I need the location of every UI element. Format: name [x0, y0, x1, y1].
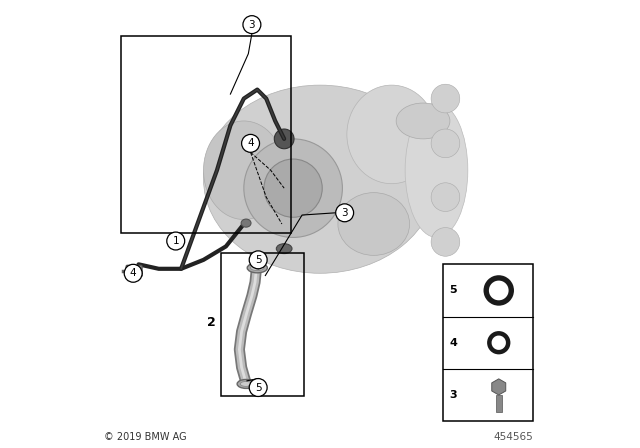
Text: 5: 5 — [255, 255, 262, 265]
Bar — [221, 253, 305, 396]
Circle shape — [243, 16, 261, 34]
Circle shape — [264, 159, 323, 217]
Circle shape — [249, 379, 267, 396]
Bar — [443, 264, 532, 421]
Ellipse shape — [405, 103, 468, 237]
Ellipse shape — [338, 193, 410, 255]
Ellipse shape — [396, 103, 450, 139]
Ellipse shape — [276, 244, 292, 254]
Text: 4: 4 — [449, 338, 457, 348]
Text: 1: 1 — [172, 236, 179, 246]
Text: 3: 3 — [449, 390, 457, 400]
Ellipse shape — [250, 265, 264, 271]
Ellipse shape — [204, 121, 284, 220]
Text: 3: 3 — [248, 20, 255, 30]
FancyBboxPatch shape — [126, 265, 142, 277]
Text: 4: 4 — [130, 268, 136, 278]
Circle shape — [124, 264, 142, 282]
Circle shape — [431, 129, 460, 158]
Circle shape — [431, 84, 460, 113]
Text: 3: 3 — [341, 208, 348, 218]
Ellipse shape — [241, 219, 251, 227]
Circle shape — [431, 183, 460, 211]
Ellipse shape — [237, 379, 255, 388]
Ellipse shape — [204, 85, 436, 273]
Ellipse shape — [240, 381, 252, 386]
Circle shape — [167, 232, 185, 250]
Bar — [495, 395, 502, 412]
Bar — [120, 36, 291, 233]
Text: 4: 4 — [247, 138, 254, 148]
Circle shape — [431, 228, 460, 256]
Text: 454565: 454565 — [493, 432, 532, 442]
Circle shape — [241, 134, 260, 152]
Circle shape — [336, 204, 353, 222]
Ellipse shape — [347, 85, 436, 184]
Text: © 2019 BMW AG: © 2019 BMW AG — [104, 432, 187, 442]
Circle shape — [244, 139, 342, 237]
Circle shape — [275, 129, 294, 149]
Text: 5: 5 — [255, 383, 262, 392]
Circle shape — [249, 251, 267, 269]
Text: 5: 5 — [449, 285, 457, 295]
Ellipse shape — [247, 263, 268, 273]
Text: 2: 2 — [207, 316, 216, 329]
